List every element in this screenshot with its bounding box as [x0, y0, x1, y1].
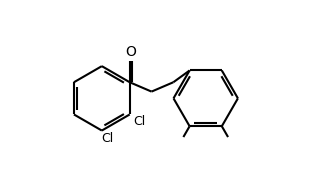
Text: Cl: Cl: [101, 132, 113, 145]
Text: Cl: Cl: [133, 116, 145, 129]
Text: O: O: [125, 45, 136, 59]
